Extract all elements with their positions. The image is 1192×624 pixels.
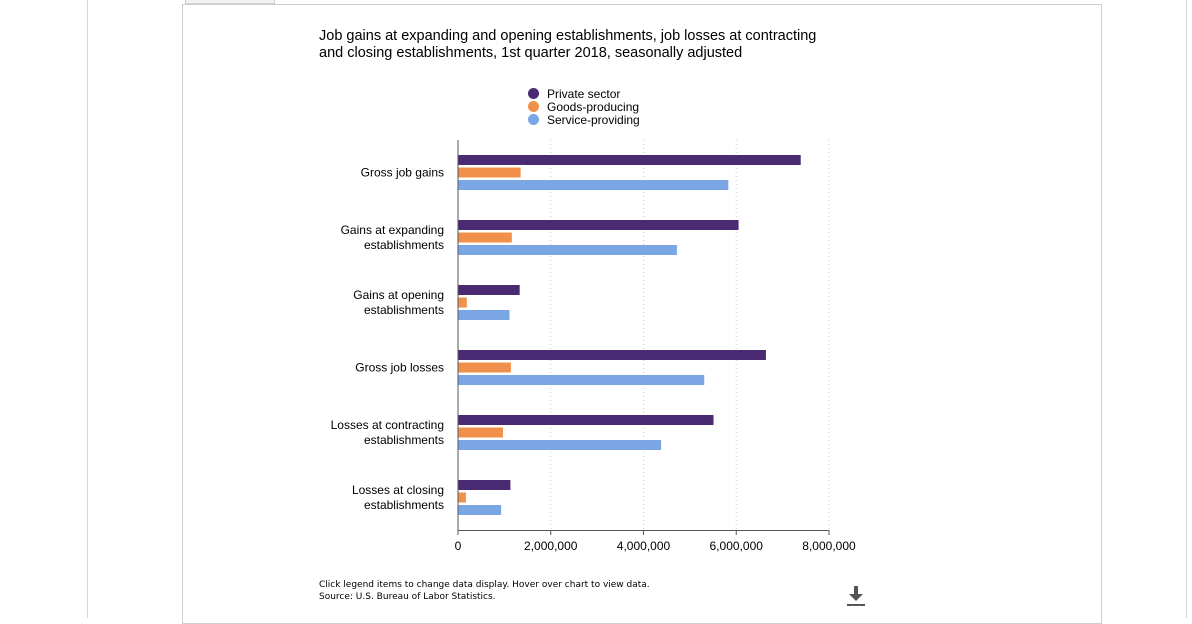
x-tick-label: 6,000,000 <box>710 539 764 553</box>
download-icon[interactable] <box>845 585 867 607</box>
category-label: Losses at closing establishments <box>352 483 444 512</box>
category-label: Gross job gains <box>361 166 444 180</box>
chart-title: Job gains at expanding and opening estab… <box>319 28 817 61</box>
page-frame <box>87 0 1187 618</box>
category-label: Gross job losses <box>355 361 444 375</box>
bar[interactable] <box>458 180 729 190</box>
legend-item-private-sector[interactable]: Private sector <box>528 86 640 101</box>
bar[interactable] <box>458 232 512 243</box>
x-tick-label: 2,000,000 <box>524 539 578 553</box>
category-label: Gains at opening establishments <box>353 288 444 317</box>
legend-item-service-providing[interactable]: Service-providing <box>528 112 640 127</box>
bar[interactable] <box>458 362 511 373</box>
x-tick-label: 0 <box>455 539 462 553</box>
legend-label: Private sector <box>547 86 621 101</box>
bar[interactable] <box>458 492 466 503</box>
legend-label: Goods-producing <box>547 99 640 114</box>
x-tick-label: 4,000,000 <box>617 539 671 553</box>
bar[interactable] <box>458 505 502 515</box>
bar[interactable] <box>458 297 467 308</box>
legend-swatch <box>528 114 539 125</box>
legend-label: Service-providing <box>547 112 640 127</box>
bar[interactable] <box>458 155 801 165</box>
x-tick-label: 8,000,000 <box>802 539 856 553</box>
bar[interactable] <box>458 480 511 490</box>
footer-note: Click legend items to change data displa… <box>319 579 650 603</box>
bar[interactable] <box>458 415 714 425</box>
bar[interactable] <box>458 375 705 385</box>
bar[interactable] <box>458 440 662 450</box>
bar[interactable] <box>458 245 677 255</box>
legend-item-goods-producing[interactable]: Goods-producing <box>528 99 640 114</box>
legend-swatch <box>528 88 539 99</box>
bar[interactable] <box>458 285 520 295</box>
footer-source: Source: U.S. Bureau of Labor Statistics. <box>319 592 496 602</box>
bar-chart[interactable]: Gross job gains Gains at expanding establi… <box>0 0 1192 610</box>
chart-legend: Private sector Goods-producing Service-p… <box>528 86 640 127</box>
bar[interactable] <box>458 427 503 438</box>
category-label: Gains at expanding establishments <box>341 223 444 252</box>
bar[interactable] <box>458 310 510 320</box>
bar[interactable] <box>458 350 766 360</box>
tab-stub[interactable] <box>185 0 275 4</box>
legend-swatch <box>528 101 539 112</box>
chart-panel <box>182 4 1102 624</box>
footer-instructions: Click legend items to change data displa… <box>319 580 650 590</box>
category-label: Losses at contracting establishments <box>331 418 444 447</box>
bar[interactable] <box>458 220 739 230</box>
bar[interactable] <box>458 167 521 178</box>
